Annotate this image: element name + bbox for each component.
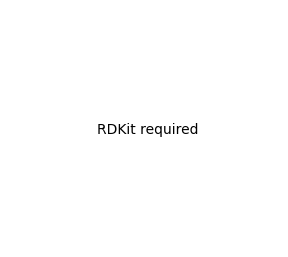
Text: RDKit required: RDKit required xyxy=(97,123,198,137)
